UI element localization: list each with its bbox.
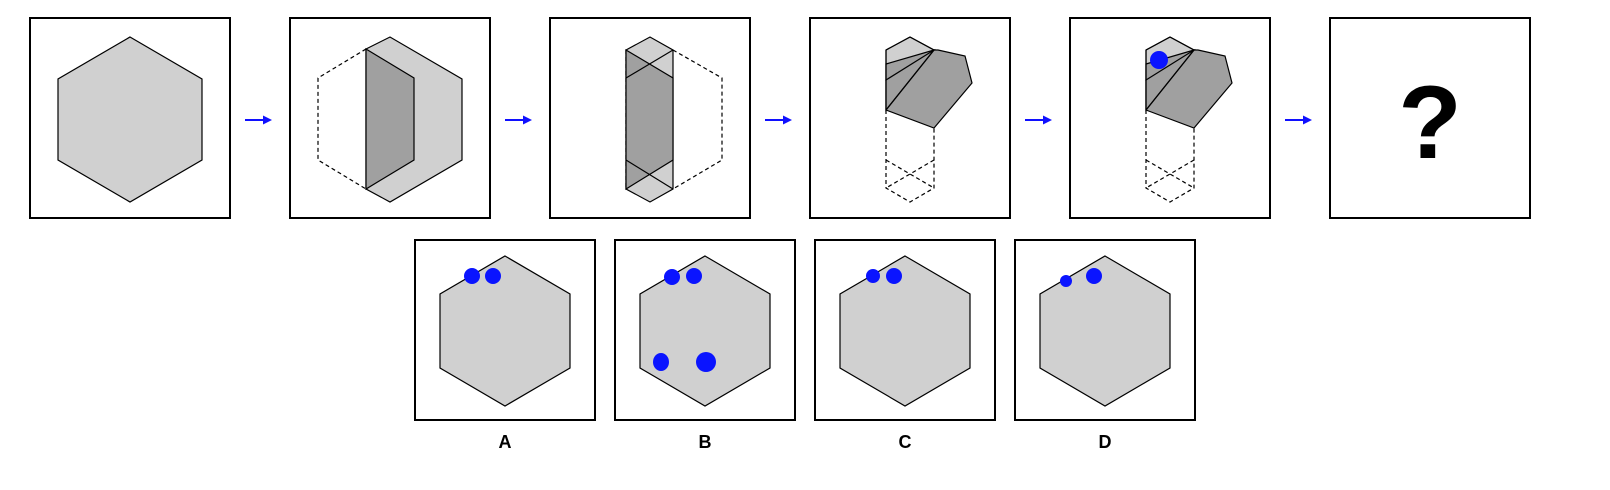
punch-hole (1150, 51, 1168, 69)
folded-flap (365, 47, 415, 191)
arrow-3 (765, 115, 792, 125)
hole (1060, 275, 1072, 287)
arrow-1 (245, 115, 272, 125)
option-c[interactable]: C (814, 239, 996, 452)
arrow-5 (1285, 115, 1312, 125)
option-a[interactable]: A (414, 239, 596, 452)
hole (1086, 268, 1102, 284)
hole (664, 269, 680, 285)
hole (485, 268, 501, 284)
option-d[interactable]: D (1014, 239, 1196, 452)
folded-strip (625, 48, 674, 191)
option-label-a: A (499, 432, 512, 452)
step-6-unknown: ? (1329, 17, 1531, 219)
arrow-2 (505, 115, 532, 125)
option-label-c: C (899, 432, 912, 452)
option-label-b: B (699, 432, 712, 452)
hole (686, 268, 702, 284)
step-1-flat-paper (29, 17, 231, 219)
option-b[interactable]: B (614, 239, 796, 452)
step-4-third-fold (809, 17, 1011, 219)
hole (653, 353, 669, 371)
step-2-first-fold (289, 17, 491, 219)
step-5-punched (1069, 17, 1271, 219)
option-label-d: D (1099, 432, 1112, 452)
hole (866, 269, 880, 283)
hole (696, 352, 716, 372)
hexagon-paper (57, 36, 203, 203)
hole (464, 268, 480, 284)
hole (886, 268, 902, 284)
arrow-4 (1025, 115, 1052, 125)
step-3-second-fold (549, 17, 751, 219)
question-mark: ? (1398, 65, 1462, 181)
